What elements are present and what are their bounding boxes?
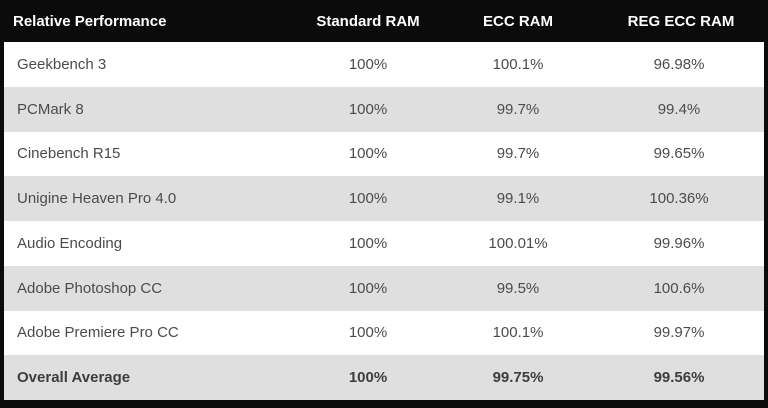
value-cell: 96.98% <box>653 55 705 73</box>
row-label-cell: Cinebench R15 <box>17 145 121 163</box>
row-label-cell: Adobe Photoshop CC <box>17 279 163 297</box>
value-cell: 100% <box>348 145 388 163</box>
row-label-cell: PCMark 8 <box>17 100 84 118</box>
value-cell: 99.4% <box>657 100 701 118</box>
header-cell-row-label: Relative Performance <box>13 12 167 30</box>
value-cell: 99.75% <box>492 369 544 387</box>
value-cell: 100.01% <box>488 234 548 252</box>
value-cell: 99.7% <box>496 145 540 163</box>
table-header-row: Relative Performance Standard RAM ECC RAM R… <box>0 0 768 42</box>
value-cell: 99.96% <box>653 234 705 252</box>
column-header: ECC RAM <box>483 12 553 30</box>
table-row: PCMark 8 100% 99.7% 99.4% <box>4 86 764 132</box>
value-cell: 100% <box>348 100 388 118</box>
value-cell: 100% <box>348 234 388 252</box>
value-cell: 100% <box>348 369 388 387</box>
table-row: Adobe Photoshop CC 100% 99.5% 100.6% <box>4 265 764 311</box>
value-cell: 99.1% <box>496 190 540 208</box>
table-row: Cinebench R15 100% 99.7% 99.65% <box>4 131 764 177</box>
value-cell: 99.65% <box>653 145 705 163</box>
row-label-cell: Overall Average <box>17 369 131 387</box>
value-cell: 99.7% <box>496 100 540 118</box>
column-header: Standard RAM <box>316 12 420 30</box>
value-cell: 100.1% <box>492 55 544 73</box>
column-header: REG ECC RAM <box>627 12 735 30</box>
value-cell: 100% <box>348 190 388 208</box>
table-row: Overall Average 100% 99.75% 99.56% <box>4 355 764 400</box>
row-label-cell: Geekbench 3 <box>17 55 107 73</box>
value-cell: 100% <box>348 324 388 342</box>
row-label-cell: Unigine Heaven Pro 4.0 <box>17 190 177 208</box>
table-row: Adobe Premiere Pro CC 100% 100.1% 99.97% <box>4 310 764 356</box>
table-row: Geekbench 3 100% 100.1% 96.98% <box>4 42 764 87</box>
value-cell: 100.1% <box>492 324 544 342</box>
table-row: Audio Encoding 100% 100.01% 99.96% <box>4 221 764 266</box>
value-cell: 99.5% <box>496 279 540 297</box>
value-cell: 100% <box>348 55 388 73</box>
row-label-cell: Adobe Premiere Pro CC <box>17 324 179 342</box>
table-body: Geekbench 3 100% 100.1% 96.98% PCMark 8 100% 9… <box>4 42 764 400</box>
value-cell: 100.36% <box>649 190 709 208</box>
value-cell: 100.6% <box>653 279 705 297</box>
value-cell: 99.97% <box>653 324 705 342</box>
row-label-cell: Audio Encoding <box>17 234 123 252</box>
value-cell: 99.56% <box>653 369 705 387</box>
value-cell: 100% <box>348 279 388 297</box>
table-row: Unigine Heaven Pro 4.0 100% 99.1% 100.36% <box>4 176 764 221</box>
